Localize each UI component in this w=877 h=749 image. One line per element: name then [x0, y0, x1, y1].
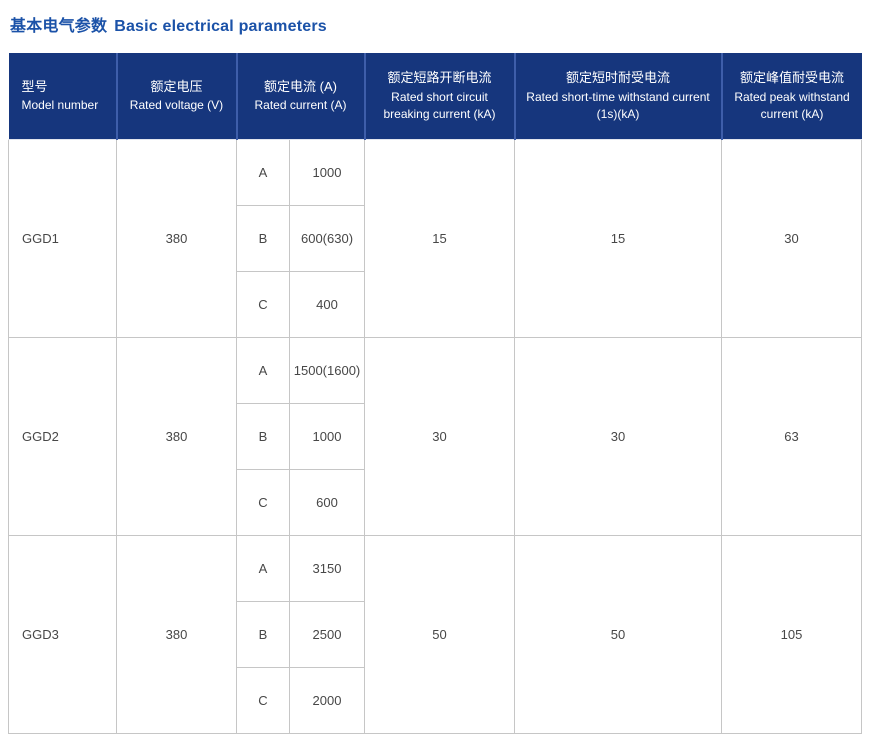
- table-header: 型号 Model number 额定电压 Rated voltage (V) 额…: [8, 53, 862, 140]
- cell-breaking-current: 15: [364, 138, 516, 338]
- cell-peak-withstand-current: 105: [721, 534, 863, 734]
- header-breaking-current-en: Rated short circuit breaking current (kA…: [383, 89, 496, 122]
- header-rated-current-en: Rated current (A): [254, 98, 347, 113]
- header-short-time-withstand-current: 额定短时耐受电流 Rated short-time withstand curr…: [514, 53, 723, 140]
- cell-variant-type: C: [236, 666, 290, 734]
- header-model-number-en: Model number: [21, 98, 99, 113]
- cell-variant-type: B: [236, 600, 290, 668]
- cell-model: GGD3: [8, 534, 117, 734]
- table-row: GGD2 380 A 1500(1600) 30 30 63: [8, 336, 863, 536]
- cell-variant-type: C: [236, 270, 290, 338]
- cell-rated-current: 400: [288, 270, 366, 338]
- cell-short-time-withstand-current: 15: [514, 138, 723, 338]
- table-body: GGD1 380 A 1000 15 15 30 B 600(630) C 40…: [8, 138, 863, 734]
- header-model-number-zh: 型号: [21, 78, 48, 94]
- table-subrow: B 1000: [9, 402, 862, 470]
- cell-rated-current: 1500(1600): [288, 336, 366, 404]
- header-row: 型号 Model number 额定电压 Rated voltage (V) 额…: [8, 53, 862, 140]
- cell-rated-voltage: 380: [116, 336, 237, 536]
- cell-rated-current: 2000: [288, 666, 366, 734]
- header-breaking-current: 额定短路开断电流 Rated short circuit breaking cu…: [364, 53, 516, 140]
- header-rated-voltage: 额定电压 Rated voltage (V): [116, 53, 238, 140]
- header-peak-withstand-current: 额定峰值耐受电流 Rated peak withstand current (k…: [721, 53, 862, 140]
- cell-variant-type: A: [236, 138, 290, 206]
- cell-rated-current: 2500: [288, 600, 366, 668]
- cell-rated-current: 3150: [288, 534, 366, 602]
- cell-peak-withstand-current: 30: [721, 138, 863, 338]
- page-title-en: Basic electrical parameters: [114, 18, 327, 35]
- cell-variant-type: B: [236, 402, 290, 470]
- header-model-number: 型号 Model number: [8, 53, 118, 140]
- cell-rated-current: 1000: [288, 402, 366, 470]
- header-breaking-current-zh: 额定短路开断电流: [387, 69, 492, 85]
- cell-breaking-current: 30: [364, 336, 516, 536]
- electrical-parameters-table: 型号 Model number 额定电压 Rated voltage (V) 额…: [8, 53, 863, 734]
- header-rated-voltage-en: Rated voltage (V): [129, 98, 224, 113]
- cell-variant-type: A: [236, 336, 290, 404]
- header-rated-voltage-zh: 额定电压: [150, 78, 203, 94]
- cell-short-time-withstand-current: 30: [514, 336, 723, 536]
- cell-rated-current: 1000: [288, 138, 366, 206]
- table-subrow: B 2500: [9, 600, 862, 668]
- cell-model: GGD2: [8, 336, 117, 536]
- page-title-zh: 基本电气参数: [10, 18, 108, 35]
- cell-peak-withstand-current: 63: [721, 336, 863, 536]
- table-subrow: C 400: [9, 270, 862, 338]
- table-row: GGD3 380 A 3150 50 50 105: [8, 534, 863, 734]
- page-title: 基本电气参数 Basic electrical parameters: [10, 12, 869, 36]
- cell-variant-type: A: [236, 534, 290, 602]
- cell-variant-type: B: [236, 204, 290, 272]
- cell-rated-voltage: 380: [116, 534, 237, 734]
- header-short-time-withstand-current-zh: 额定短时耐受电流: [566, 69, 671, 85]
- cell-variant-type: C: [236, 468, 290, 536]
- cell-model: GGD1: [8, 138, 117, 338]
- cell-breaking-current: 50: [364, 534, 516, 734]
- table-subrow: C 2000: [9, 666, 862, 734]
- cell-short-time-withstand-current: 50: [514, 534, 723, 734]
- header-rated-current: 额定电流 (A) Rated current (A): [236, 53, 366, 140]
- cell-rated-current: 600(630): [288, 204, 366, 272]
- cell-rated-current: 600: [288, 468, 366, 536]
- table-subrow: B 600(630): [9, 204, 862, 272]
- catalog-page: 基本电气参数 Basic electrical parameters 型号 Mod…: [8, 12, 869, 734]
- header-rated-current-zh: 额定电流 (A): [264, 78, 337, 94]
- header-peak-withstand-current-en: Rated peak withstand current (kA): [734, 89, 850, 122]
- table-subrow: C 600: [9, 468, 862, 536]
- cell-rated-voltage: 380: [116, 138, 237, 338]
- header-peak-withstand-current-zh: 额定峰值耐受电流: [740, 69, 845, 85]
- table-row: GGD1 380 A 1000 15 15 30: [8, 138, 863, 338]
- header-short-time-withstand-current-en: Rated short-time withstand current (1s)(…: [526, 89, 710, 122]
